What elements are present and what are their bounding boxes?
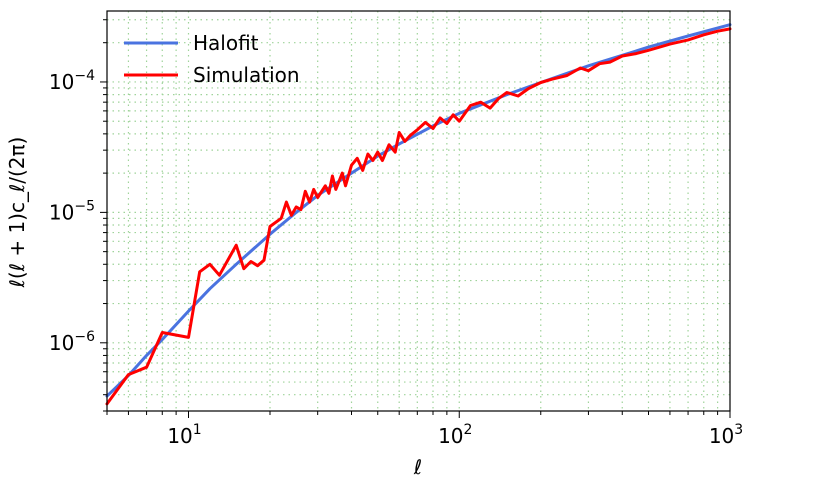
y-tick-label: 10−4	[49, 68, 95, 94]
x-tick-label: 102	[438, 422, 472, 448]
legend-label-halofit: Halofit	[193, 31, 259, 55]
y-axis-title: ℓ(ℓ + 1)c_ℓ/(2π)	[5, 137, 29, 289]
x-axis-title: ℓ	[413, 455, 422, 479]
legend: Halofit Simulation	[124, 31, 300, 87]
y-tick-label: 10−6	[49, 329, 95, 355]
y-tick-label: 10−5	[49, 198, 95, 224]
plot-frame	[106, 10, 731, 412]
tick-layer: 101 102 103 10−6 10−5 10−4	[49, 19, 743, 448]
grid-layer	[107, 11, 730, 411]
x-tick-label: 103	[709, 422, 743, 448]
legend-label-simulation: Simulation	[193, 63, 300, 87]
x-tick-label: 101	[167, 422, 201, 448]
series-layer	[105, 23, 732, 406]
series-line-simulation	[105, 27, 732, 406]
